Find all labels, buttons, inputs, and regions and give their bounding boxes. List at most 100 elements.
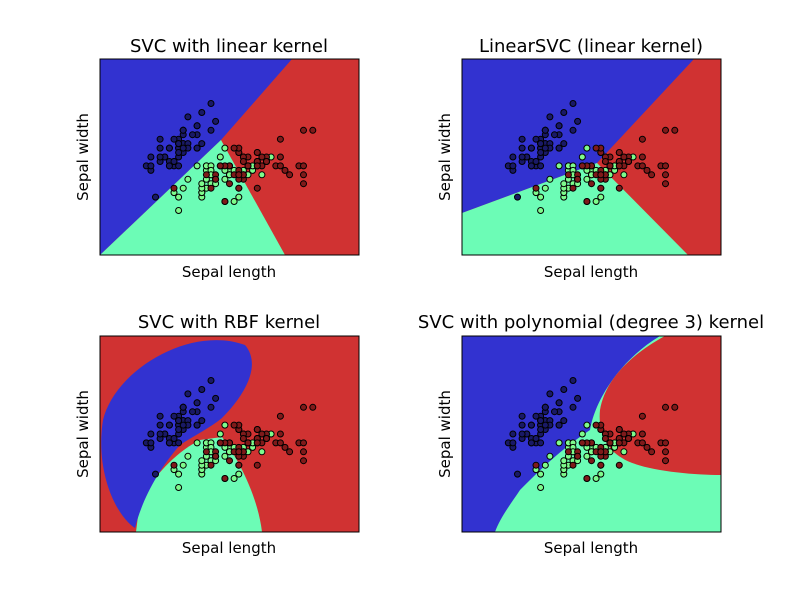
point-class-0: [179, 421, 187, 429]
point-class-1: [175, 484, 183, 491]
point-class-1: [221, 144, 229, 152]
point-class-0: [207, 403, 215, 411]
point-class-2: [662, 180, 669, 188]
x-axis-label: Sepal length: [544, 539, 638, 557]
point-class-0: [152, 193, 159, 201]
point-class-0: [514, 470, 521, 478]
point-class-0: [156, 412, 164, 420]
point-class-2: [615, 439, 623, 447]
point-class-2: [244, 439, 252, 447]
panel-svc-poly: SVC with polynomial (degree 3) kernel Se…: [418, 312, 764, 557]
point-class-0: [175, 162, 183, 170]
point-class-0: [193, 122, 201, 130]
point-class-2: [300, 162, 307, 170]
point-class-2: [253, 149, 261, 156]
point-class-0: [532, 158, 540, 165]
point-class-1: [583, 175, 591, 183]
point-class-0: [165, 162, 173, 170]
point-class-2: [309, 126, 317, 134]
x-axis-label: Sepal length: [182, 263, 276, 281]
point-class-2: [592, 144, 600, 152]
point-class-2: [615, 149, 623, 156]
point-class-2: [671, 403, 679, 411]
point-class-1: [230, 475, 238, 482]
point-class-2: [212, 175, 220, 183]
point-class-2: [276, 153, 284, 161]
point-class-0: [207, 377, 215, 384]
y-axis-label: Sepal width: [74, 113, 92, 201]
point-class-0: [541, 421, 549, 429]
point-class-0: [537, 439, 545, 447]
point-class-1: [560, 180, 568, 188]
point-class-1: [537, 484, 545, 491]
point-class-2: [662, 403, 669, 411]
point-class-1: [537, 193, 545, 201]
point-class-0: [555, 144, 563, 152]
point-class-2: [253, 461, 261, 469]
point-class-0: [560, 109, 568, 116]
scatter-points: [504, 377, 679, 491]
point-class-1: [193, 162, 201, 170]
point-class-2: [239, 435, 247, 442]
point-class-1: [555, 162, 563, 170]
point-class-0: [170, 135, 178, 143]
point-class-0: [546, 113, 554, 121]
point-class-2: [671, 126, 679, 134]
point-class-2: [597, 184, 605, 192]
point-class-0: [170, 412, 178, 420]
point-class-1: [583, 421, 591, 429]
point-class-0: [532, 435, 540, 442]
point-class-1: [541, 184, 549, 192]
point-class-0: [212, 394, 220, 402]
point-class-2: [615, 184, 623, 192]
chart-title: SVC with polynomial (degree 3) kernel: [418, 312, 764, 333]
point-class-1: [578, 430, 586, 438]
point-class-0: [560, 417, 568, 425]
point-class-2: [300, 439, 307, 447]
point-class-0: [184, 113, 192, 121]
point-class-1: [546, 175, 554, 183]
point-class-0: [518, 430, 526, 438]
point-class-0: [551, 408, 558, 416]
point-class-2: [597, 461, 605, 469]
point-class-0: [165, 439, 173, 447]
point-class-0: [179, 126, 187, 134]
point-class-1: [597, 470, 605, 478]
point-class-2: [263, 158, 270, 165]
point-class-0: [541, 126, 549, 134]
point-class-2: [643, 166, 651, 174]
point-class-1: [184, 175, 192, 183]
axes-frame: [461, 335, 722, 533]
region-class-0: [462, 336, 660, 532]
point-class-0: [518, 135, 526, 143]
point-class-2: [532, 184, 540, 192]
point-class-2: [202, 448, 210, 456]
point-class-2: [212, 452, 220, 460]
point-class-2: [625, 158, 632, 165]
point-class-2: [643, 443, 651, 451]
axes-frame: [461, 58, 722, 256]
point-class-2: [235, 448, 243, 456]
point-class-2: [253, 162, 261, 170]
point-class-1: [179, 461, 187, 469]
point-class-2: [564, 448, 572, 456]
point-class-2: [253, 439, 261, 447]
point-class-0: [560, 386, 568, 393]
point-class-0: [170, 435, 178, 442]
point-class-0: [193, 421, 201, 429]
point-class-2: [207, 461, 215, 469]
point-class-0: [509, 439, 517, 447]
point-class-0: [532, 412, 540, 420]
point-class-0: [532, 135, 540, 143]
point-class-1: [184, 452, 192, 460]
panel-svc-rbf: SVC with RBF kernel Sepal length Sepal w…: [74, 312, 360, 557]
point-class-2: [286, 171, 294, 179]
point-class-2: [276, 430, 284, 438]
point-class-2: [574, 452, 582, 460]
point-class-1: [258, 171, 266, 179]
point-class-2: [638, 439, 646, 447]
point-class-1: [175, 193, 183, 201]
point-class-0: [527, 144, 535, 152]
point-class-2: [235, 461, 243, 469]
point-class-0: [569, 126, 577, 134]
